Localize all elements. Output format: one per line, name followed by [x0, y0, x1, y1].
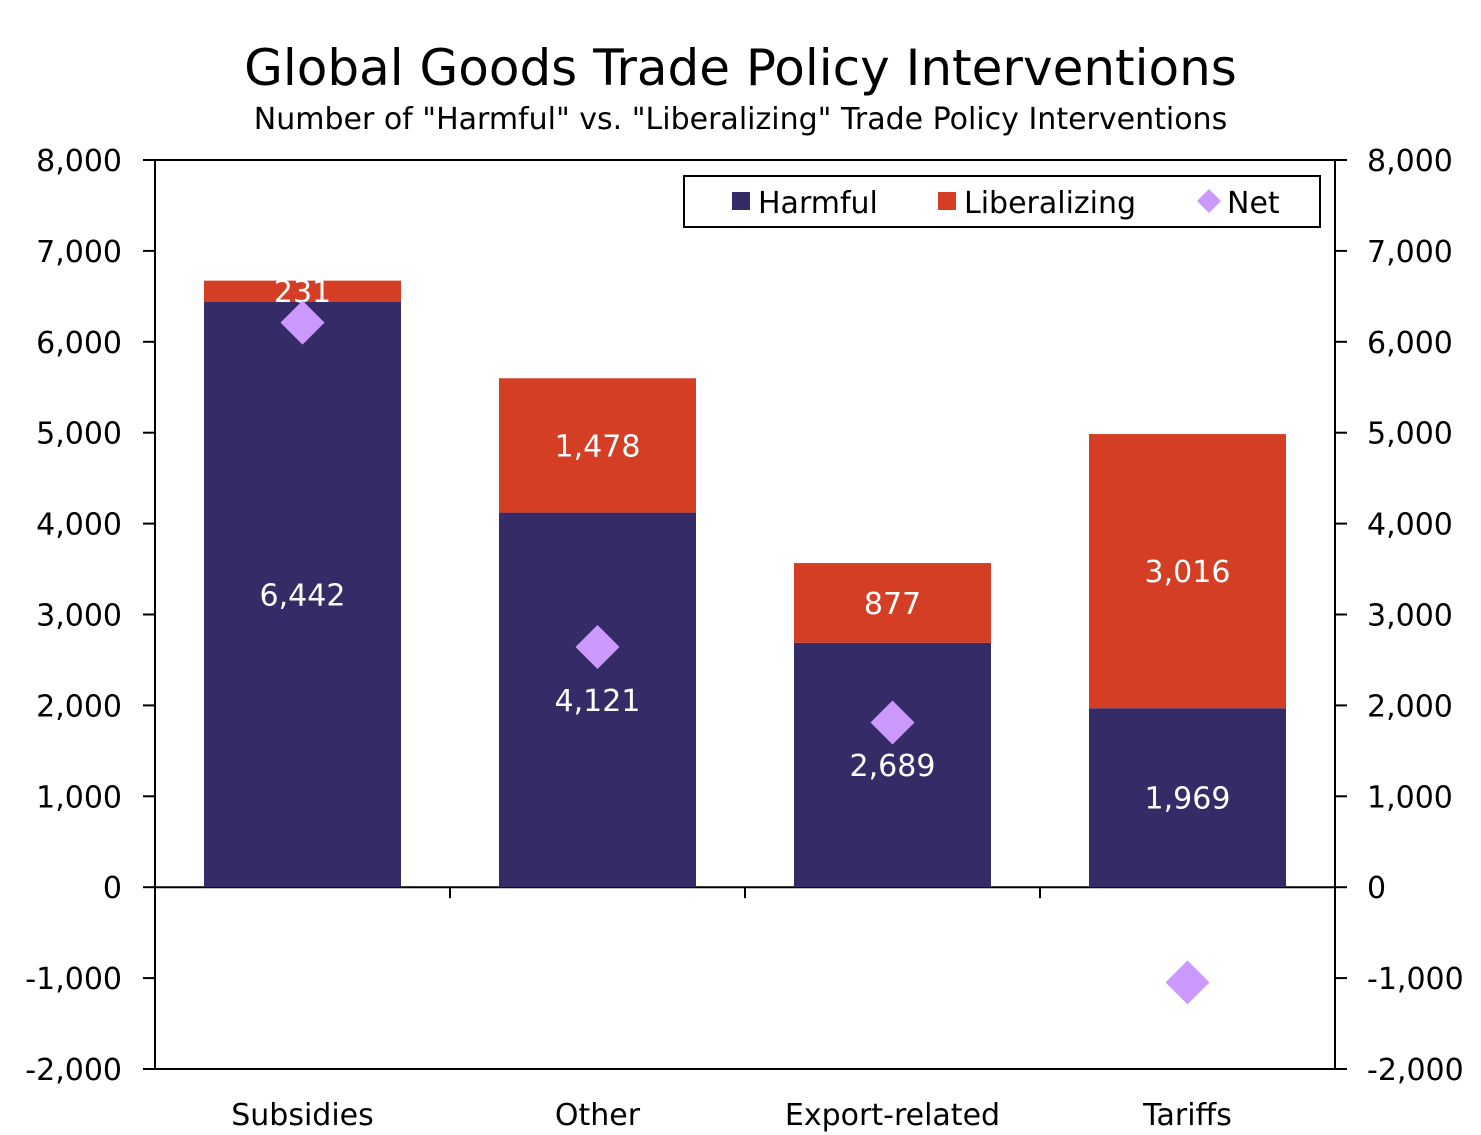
- y-tick-label-left: 5,000: [36, 417, 122, 452]
- y-tick-label-left: 2,000: [36, 689, 122, 724]
- chart-subtitle: Number of "Harmful" vs. "Liberalizing" T…: [253, 102, 1228, 137]
- legend-swatch-harmful: [732, 192, 750, 210]
- data-label-harmful: 6,442: [260, 578, 346, 613]
- bars-group: [204, 280, 1286, 888]
- y-tick-label-left: 8,000: [36, 144, 122, 179]
- y-tick-label-right: 2,000: [1367, 689, 1453, 724]
- y-tick-label-right: 5,000: [1367, 417, 1453, 452]
- data-label-liberalizing: 1,478: [555, 429, 641, 464]
- bar-liberalizing: [204, 280, 401, 302]
- legend-swatch-net: [1197, 189, 1221, 213]
- y-tick-label-left: 7,000: [36, 235, 122, 270]
- legend: Harmful Liberalizing Net: [683, 175, 1321, 228]
- y-tick-label-right: 6,000: [1367, 326, 1453, 361]
- legend-label-liberalizing: Liberalizing: [964, 186, 1136, 221]
- y-tick-label-left: 6,000: [36, 326, 122, 361]
- legend-label-harmful: Harmful: [758, 186, 878, 221]
- y-tick-label-right: 3,000: [1367, 599, 1453, 634]
- legend-label-net: Net: [1227, 186, 1280, 221]
- y-tick-label-left: 0: [103, 871, 122, 906]
- net-marker: [870, 700, 915, 745]
- x-category-label: Export-related: [785, 1098, 1000, 1133]
- data-label-harmful: 4,121: [555, 684, 641, 719]
- y-tick-label-left: 1,000: [36, 780, 122, 815]
- y-tick-label-right: -1,000: [1367, 962, 1464, 997]
- data-label-harmful: 1,969: [1145, 782, 1231, 817]
- y-tick-label-right: 8,000: [1367, 144, 1453, 179]
- bar-harmful: [499, 512, 696, 888]
- x-category-label: Subsidies: [231, 1098, 374, 1133]
- data-label-liberalizing: 3,016: [1145, 555, 1231, 590]
- y-tick-label-right: 7,000: [1367, 235, 1453, 270]
- chart-title: Global Goods Trade Policy Interventions: [244, 39, 1237, 97]
- data-label-liberalizing: 877: [864, 587, 921, 622]
- y-tick-label-left: -2,000: [25, 1053, 122, 1088]
- y-tick-label-left: 4,000: [36, 508, 122, 543]
- legend-swatch-liberalizing: [938, 192, 956, 210]
- bar-liberalizing: [794, 563, 991, 643]
- y-tick-label-right: 1,000: [1367, 780, 1453, 815]
- bar-harmful: [204, 301, 401, 888]
- net-markers-group: [280, 300, 1210, 1005]
- y-tick-label-right: -2,000: [1367, 1053, 1464, 1088]
- y-tick-label-right: 4,000: [1367, 508, 1453, 543]
- y-tick-label-right: 0: [1367, 871, 1386, 906]
- x-category-label: Tariffs: [1142, 1098, 1232, 1133]
- data-label-harmful: 2,689: [850, 749, 936, 784]
- y-tick-label-left: -1,000: [25, 962, 122, 997]
- y-tick-label-left: 3,000: [36, 599, 122, 634]
- axes-group: 8,000 8,000 7,000 7,000 6,000 6,000 5,000 5,000…: [25, 144, 1463, 1133]
- bar-harmful: [794, 642, 991, 888]
- x-category-label: Other: [555, 1098, 641, 1133]
- bar-harmful: [1089, 708, 1286, 888]
- net-marker: [575, 624, 620, 669]
- net-marker: [280, 300, 325, 345]
- net-marker: [1165, 960, 1210, 1005]
- bar-liberalizing: [499, 378, 696, 513]
- bar-liberalizing: [1089, 434, 1286, 709]
